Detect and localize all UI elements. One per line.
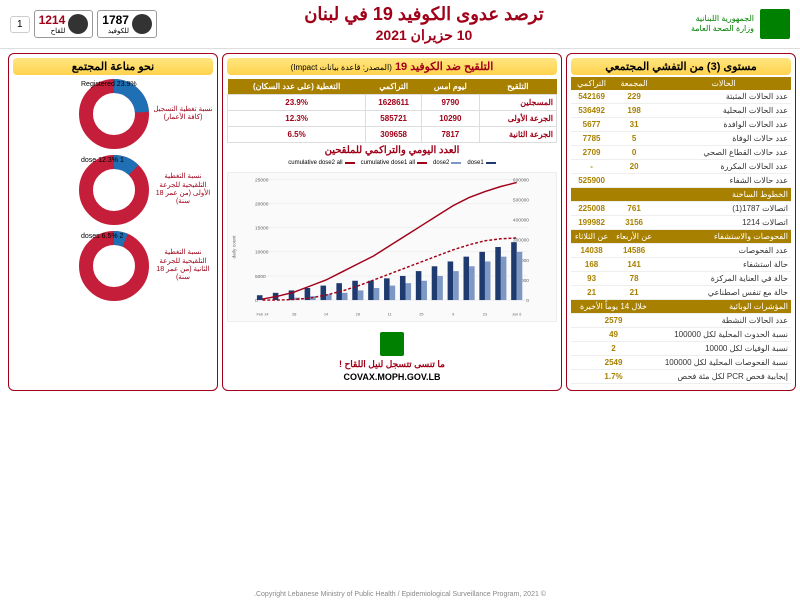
immunity-panel: نحو مناعة المجتمع نسبة تغطية التسجيل (كا… — [8, 53, 218, 391]
chart-title: العدد اليومي والتراكمي للملقحين — [227, 145, 557, 156]
report-date: 10 حزيران 2021 — [304, 27, 544, 44]
donut-label: نسبة التغطية التلقيحية للجرعة الأولى (من… — [153, 173, 213, 207]
headset-icon — [132, 14, 152, 34]
ministry-line1: الجمهورية اللبنانية — [691, 14, 754, 24]
stats-panel: مستوى (3) من التفشي المجتمعي الحالاتالمج… — [566, 53, 796, 391]
headset-icon — [68, 14, 88, 34]
epi-header: المؤشرات الوبائية — [656, 300, 791, 314]
svg-text:9: 9 — [452, 312, 454, 316]
stats-title: مستوى (3) من التفشي المجتمعي — [571, 58, 791, 75]
vax-subtitle: (المصدر: قاعدة بيانات Impact) — [291, 63, 392, 72]
svg-text:0: 0 — [526, 298, 529, 304]
cases-header: الحالات — [656, 77, 791, 90]
donut-chart: 1 dose 12.3% — [79, 155, 149, 225]
hotline-covid: 1787 للكوفيد — [97, 10, 157, 38]
svg-text:20000: 20000 — [255, 202, 269, 208]
table-row: نسبة الفحوصات المحلية لكل 1000002549 — [571, 356, 791, 370]
svg-text:6 Jun: 6 Jun — [512, 312, 521, 316]
legend-item: dose2 — [433, 160, 461, 166]
hotline1-number: 1787 — [102, 13, 129, 27]
svg-text:400000: 400000 — [513, 218, 529, 224]
donut-chart: Registered 23.9% — [79, 79, 149, 149]
cedar-icon — [380, 332, 404, 356]
donut-item: نسبة التغطية التلقيحية للجرعة الأولى (من… — [13, 155, 213, 225]
page-title: ترصد عدوى الكوفيد 19 في لبنان — [304, 4, 544, 25]
svg-text:28: 28 — [292, 312, 296, 316]
svg-text:500000: 500000 — [513, 197, 529, 203]
hotline2-number: 1214 — [39, 13, 66, 27]
svg-text:25: 25 — [419, 312, 423, 316]
svg-text:10000: 10000 — [255, 250, 269, 256]
svg-text:28: 28 — [356, 312, 360, 316]
hotline1-sub: للكوفيد — [102, 27, 129, 35]
tests-col1: عن الأربعاء — [612, 230, 656, 244]
donut-item: نسبة تغطية التسجيل (كافة الأعمار)Registe… — [13, 79, 213, 149]
covax-url[interactable]: COVAX.MOPH.GOV.LB — [231, 372, 553, 382]
table-row: عدد حالات الشفاء525900 — [571, 174, 791, 188]
svg-text:daily count: daily count — [232, 235, 238, 259]
table-row: نسبة الوفيات لكل 100002 — [571, 342, 791, 356]
svg-text:5000: 5000 — [255, 274, 266, 280]
table-row: حالة في العناية المركزة7893 — [571, 272, 791, 286]
svg-text:14 Feb: 14 Feb — [257, 312, 270, 316]
donut-item: نسبة التغطية التلقيحية للجرعة الثانية (م… — [13, 231, 213, 301]
vax-col-header: التغطية (على عدد السكان) — [228, 79, 366, 95]
table-row: إيجابية فحص PCR لكل مئة فحص1.7% — [571, 370, 791, 384]
svg-text:11: 11 — [388, 312, 392, 316]
table-row: حالة مع تنفس اصطناعي2121 — [571, 286, 791, 300]
svg-text:14: 14 — [324, 312, 329, 316]
hotline-vaccine: 1214 للقاح — [34, 10, 94, 38]
col-daily: المجمعة — [612, 77, 656, 90]
tests-col2: عن الثلاثاء — [571, 230, 612, 244]
reminder-text: ما تنسى تتسجل لنيل اللقاح ! — [231, 359, 553, 370]
donut-label: نسبة تغطية التسجيل (كافة الأعمار) — [153, 106, 213, 123]
header: الجمهورية اللبنانية وزارة الصحة العامة ت… — [0, 0, 800, 49]
donut-label: نسبة التغطية التلقيحية للجرعة الثانية (م… — [153, 249, 213, 283]
vax-col-header: التراكمي — [366, 79, 422, 95]
page-number: 1 — [10, 16, 30, 33]
vax-col-header: ليوم امس — [422, 79, 480, 95]
ministry-logo-icon — [760, 9, 790, 39]
vax-title: التلقيح ضد الكوفيد 19 — [395, 61, 493, 73]
hotline2-sub: للقاح — [39, 27, 66, 35]
epi-sub: خلال 14 يوماً الأخيرة — [571, 300, 656, 314]
table-row: عدد حالات القطاع الصحي02709 — [571, 146, 791, 160]
immunity-title: نحو مناعة المجتمع — [13, 58, 213, 75]
table-row: نسبة الحدوث المحلية لكل 10000049 — [571, 328, 791, 342]
table-row: اتصالات 12143156199982 — [571, 216, 791, 230]
table-row: عدد الحالات المكررة20- — [571, 160, 791, 174]
table-row: عدد الفحوصات1458614038 — [571, 244, 791, 258]
table-row: المسجلين9790162861123.9% — [228, 95, 557, 111]
donut-chart: 2 doses 6.5% — [79, 231, 149, 301]
legend-item: dose1 — [467, 160, 495, 166]
svg-text:25000: 25000 — [255, 177, 269, 183]
svg-text:23: 23 — [483, 312, 487, 316]
hotlines-header: الخطوط الساخنة — [571, 188, 791, 202]
legend-item: cumulative dose2 all — [288, 160, 354, 166]
col-cum: التراكمي — [571, 77, 612, 90]
tests-header: الفحوصات والاستشفاء — [656, 230, 791, 244]
legend-item: cumulative dose1 all — [361, 160, 427, 166]
vaccination-chart: 0500010000150002000025000010000020000030… — [227, 172, 557, 322]
table-row: عدد الحالات الوافدة315677 — [571, 118, 791, 132]
table-row: عدد الحالات المثبتة229542169 — [571, 90, 791, 104]
vax-table: التلقيحليوم امسالتراكميالتغطية (على عدد … — [227, 79, 557, 143]
table-row: اتصالات 1787(1)761225008 — [571, 202, 791, 216]
copyright-footer: © Copyright Lebanese Ministry of Public … — [0, 591, 800, 598]
svg-text:15000: 15000 — [255, 226, 269, 232]
table-row: الجرعة الأولى1029058572112.3% — [228, 111, 557, 127]
cases-table: الحالاتالمجمعةالتراكمي عدد الحالات المثب… — [571, 77, 791, 384]
table-row: الجرعة الثانية78173096586.5% — [228, 127, 557, 143]
table-row: حالة استشفاء141168 — [571, 258, 791, 272]
table-row: عدد حالات الوفاة57785 — [571, 132, 791, 146]
vax-col-header: التلقيح — [479, 79, 556, 95]
vaccination-panel: التلقيح ضد الكوفيد 19 (المصدر: قاعدة بيا… — [222, 53, 562, 391]
table-row: عدد الحالات النشطة2579 — [571, 314, 791, 328]
chart-legend: dose1 dose2 cumulative dose1 all cumulative… — [227, 158, 557, 168]
ministry-line2: وزارة الصحة العامة — [691, 24, 754, 34]
table-row: عدد الحالات المحلية198536492 — [571, 104, 791, 118]
